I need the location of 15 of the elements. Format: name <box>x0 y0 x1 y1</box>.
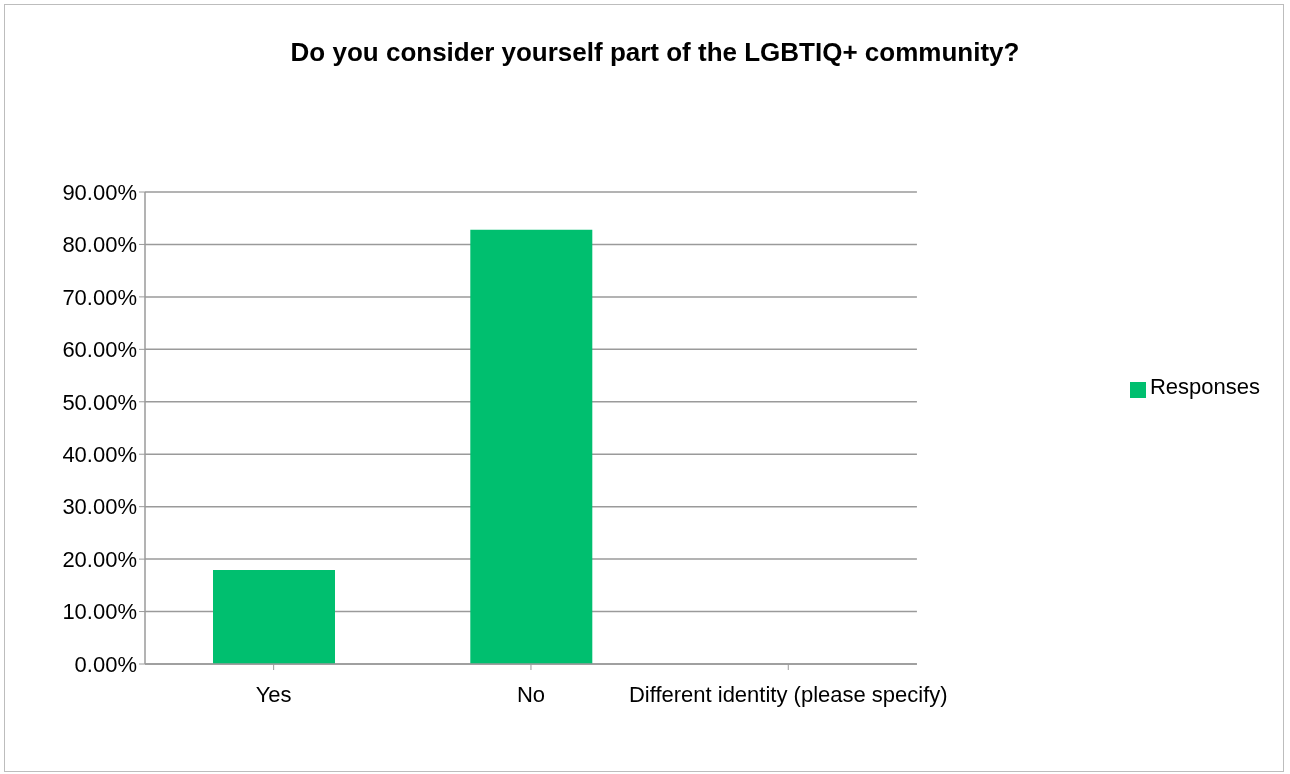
x-tick-label: Yes <box>255 681 292 707</box>
y-tick-label: 80.00% <box>62 232 137 258</box>
y-tick-label: 0.00% <box>74 651 137 677</box>
x-tick-label: No <box>516 681 546 707</box>
y-tick-label: 10.00% <box>62 599 137 625</box>
y-tick-label: 40.00% <box>62 442 137 468</box>
y-tick-label: 90.00% <box>62 179 137 205</box>
chart-title: Do you consider yourself part of the LGBTIQ+ community? <box>289 36 1021 68</box>
x-tick-label: Different identity (please specify) <box>628 681 948 707</box>
y-tick-label: 50.00% <box>62 389 137 415</box>
y-tick-label: 60.00% <box>62 337 137 363</box>
y-tick-label: 20.00% <box>62 546 137 572</box>
y-tick-label: 30.00% <box>62 494 137 520</box>
legend-label: Responses <box>1149 374 1260 399</box>
y-tick-label: 70.00% <box>62 284 137 310</box>
